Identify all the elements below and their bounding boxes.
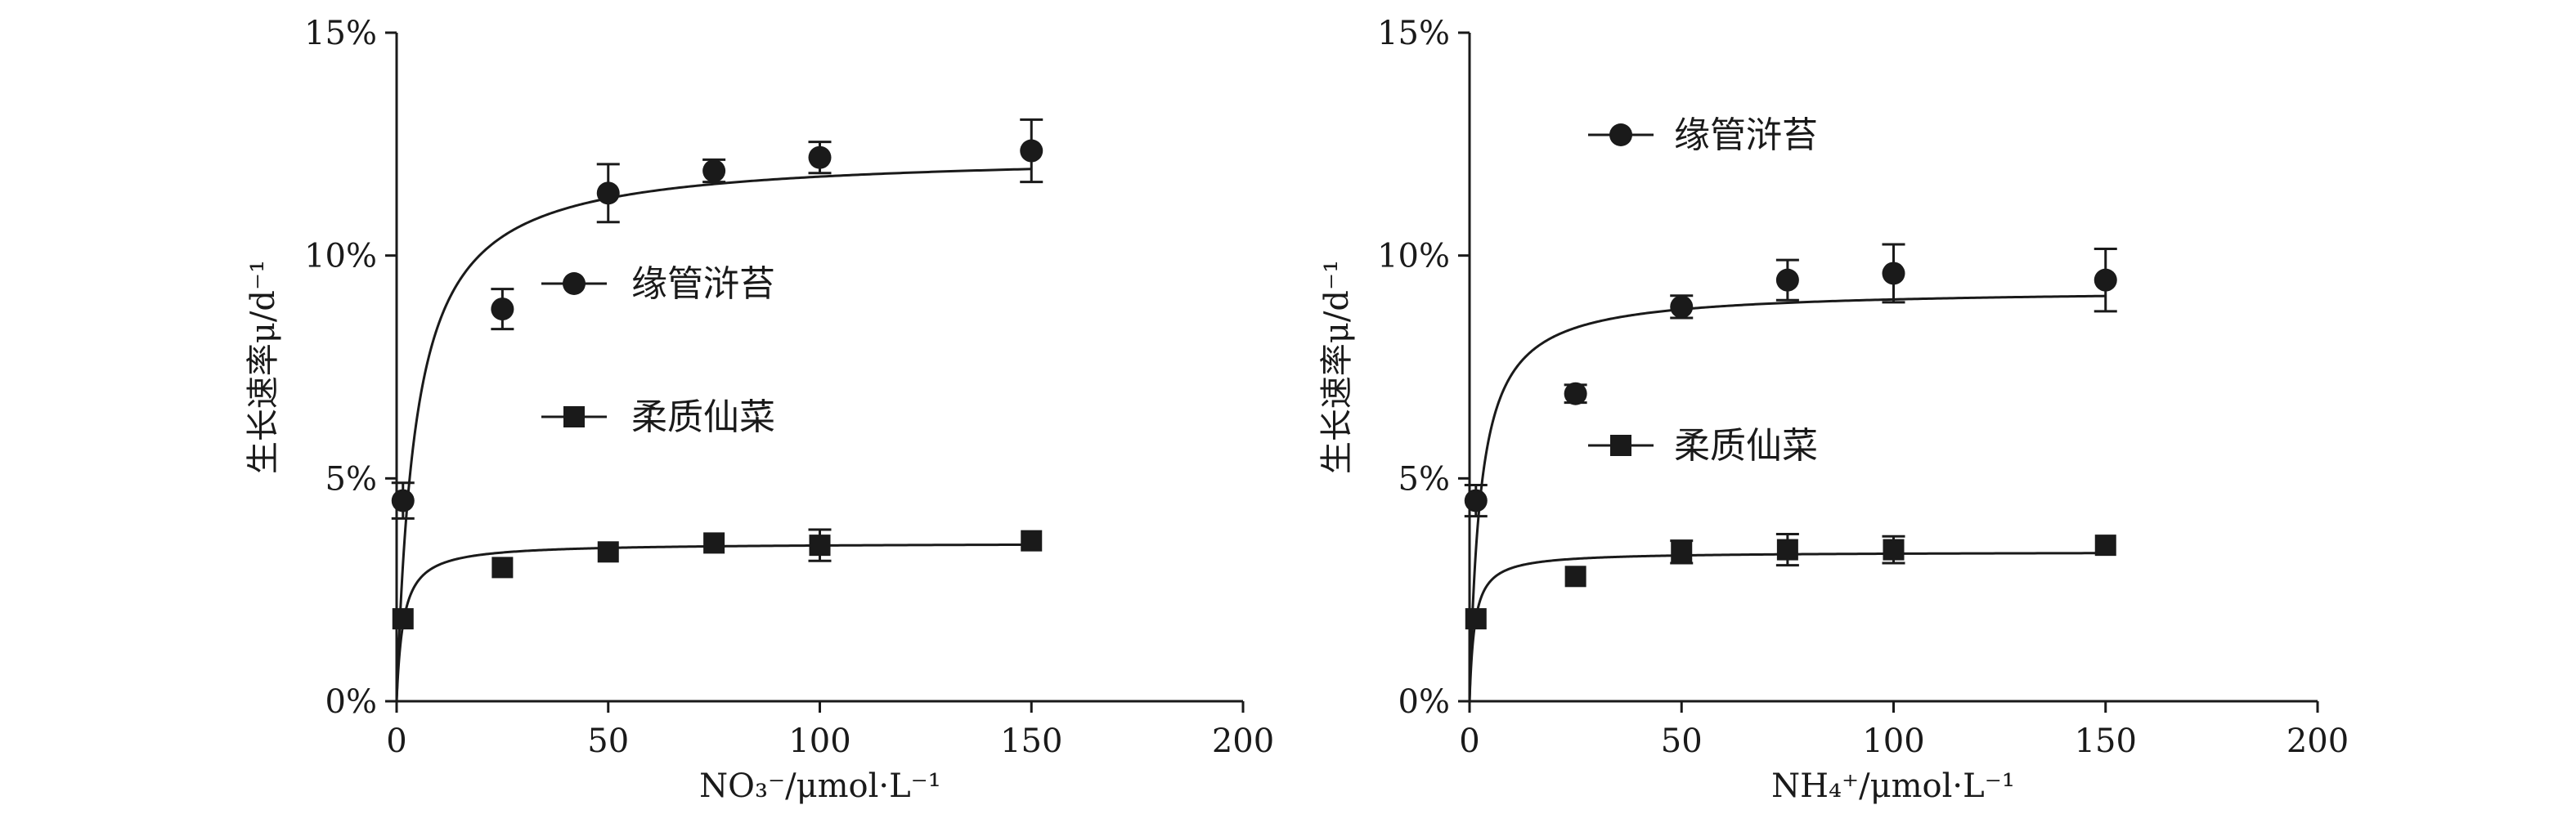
data-point-circle — [491, 297, 514, 321]
data-point-circle — [808, 145, 832, 169]
data-point-square — [809, 535, 831, 557]
x-tick-label: 200 — [1212, 722, 1274, 760]
legend-label: 柔质仙菜 — [631, 396, 775, 438]
y-tick-label: 5% — [325, 460, 377, 498]
legend-marker-circle — [563, 272, 586, 295]
y-axis-title: 生长速率μ/d⁻¹ — [245, 260, 282, 474]
legend-label: 缘管浒苔 — [631, 263, 775, 305]
x-tick-label: 50 — [587, 722, 629, 760]
data-point-circle — [391, 489, 415, 512]
x-tick-label: 100 — [788, 722, 850, 760]
data-point-square — [1883, 539, 1905, 561]
x-tick-label: 150 — [1000, 722, 1062, 760]
y-tick-label: 10% — [304, 238, 377, 275]
legend-label: 柔质仙菜 — [1674, 425, 1818, 467]
legend-marker-square — [1610, 435, 1631, 456]
chart-panel-ammonium: 生长速率μ/d⁻¹ NH₄⁺/μmol·L⁻¹ 缘管浒苔 柔质仙菜 0 50 100… — [1318, 15, 2349, 805]
data-point-circle — [596, 181, 620, 205]
data-point-square — [2094, 535, 2116, 557]
x-tick-label: 150 — [2075, 722, 2137, 760]
data-point-circle — [1020, 139, 1043, 163]
data-point-square — [491, 557, 514, 579]
x-tick-label: 0 — [386, 722, 406, 760]
y-tick-label: 15% — [1377, 15, 1450, 52]
y-tick-label: 0% — [325, 683, 377, 721]
fit-curve — [1468, 294, 2106, 702]
legend-marker-square — [563, 406, 585, 427]
plot-area — [1464, 243, 2117, 702]
data-point-circle — [2094, 268, 2117, 292]
x-axis-title: NO₃⁻/μmol·L⁻¹ — [699, 767, 941, 805]
data-point-square — [1465, 608, 1487, 630]
y-tick-label: 15% — [304, 15, 377, 52]
x-tick-label: 200 — [2287, 722, 2349, 760]
data-point-circle — [1670, 295, 1694, 319]
data-point-square — [597, 541, 619, 563]
data-point-square — [1021, 530, 1043, 552]
x-tick-label: 100 — [1862, 722, 1924, 760]
legend: 缘管浒苔 柔质仙菜 — [541, 263, 775, 438]
data-point-square — [392, 608, 414, 630]
y-axis-title: 生长速率μ/d⁻¹ — [1318, 260, 1356, 474]
plot-area — [391, 118, 1043, 702]
chart-panel-nitrate: 生长速率μ/d⁻¹ NO₃⁻/μmol·L⁻¹ 缘管浒苔 柔质仙菜 0 50 100… — [245, 15, 1274, 805]
legend-label: 缘管浒苔 — [1674, 114, 1818, 156]
data-point-square — [703, 532, 725, 554]
y-tick-label: 5% — [1398, 460, 1450, 498]
data-point-circle — [1775, 268, 1799, 292]
fit-curve — [395, 168, 1032, 702]
y-tick-label: 10% — [1377, 238, 1450, 275]
y-tick-label: 0% — [1398, 683, 1450, 721]
legend-marker-circle — [1609, 123, 1632, 146]
x-axis-title: NH₄⁺/μmol·L⁻¹ — [1771, 767, 2015, 805]
data-point-square — [1564, 566, 1586, 588]
data-point-circle — [1882, 262, 1905, 285]
x-tick-label: 0 — [1459, 722, 1479, 760]
data-point-square — [1671, 541, 1693, 563]
x-tick-label: 50 — [1661, 722, 1703, 760]
data-point-circle — [1464, 489, 1488, 512]
data-point-square — [1776, 539, 1798, 561]
legend: 缘管浒苔 柔质仙菜 — [1588, 114, 1818, 467]
data-point-circle — [702, 159, 726, 183]
data-point-circle — [1564, 382, 1587, 405]
